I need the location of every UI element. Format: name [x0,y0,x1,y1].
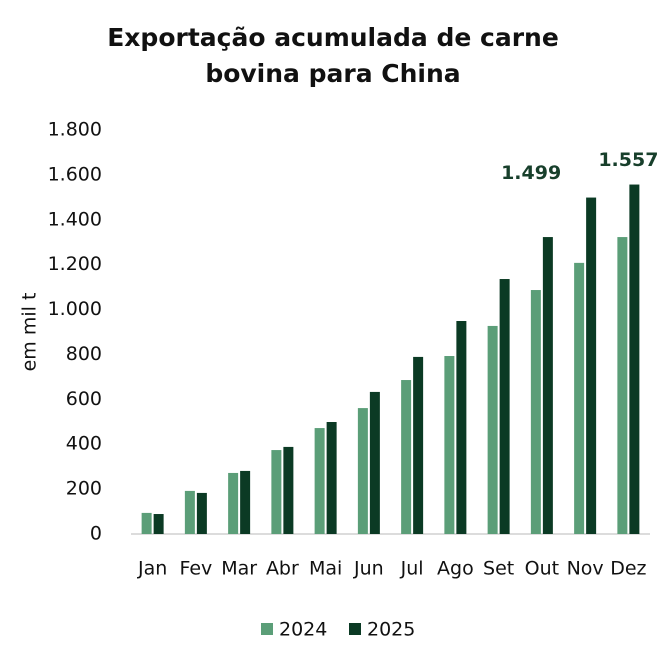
bar [444,356,455,534]
x-tick-label: Abr [266,558,299,580]
bar [369,391,380,534]
bar [617,237,628,534]
bar [574,262,585,534]
legend-label: 2025 [367,619,415,641]
legend-swatch [349,623,361,635]
y-tick-label: 1.600 [48,163,102,185]
y-axis-label: em mil t [19,293,41,372]
bar [326,422,337,534]
x-tick-label: Dez [610,558,646,580]
y-tick-label: 1.400 [48,208,102,230]
chart-title: Exportação acumulada de carne [107,23,559,52]
bar [487,325,498,534]
x-tick-label: Ago [437,558,474,580]
x-tick-label: Mar [221,558,257,580]
bar [314,428,325,534]
bar [586,197,597,534]
bar [413,356,424,534]
y-tick-label: 200 [66,478,102,500]
legend-label: 2024 [279,619,327,641]
bar [283,446,294,534]
bar [271,450,282,534]
x-tick-label: Set [483,558,514,580]
x-tick-label: Fev [179,558,212,580]
y-tick-label: 1.200 [48,253,102,275]
y-tick-label: 800 [66,343,102,365]
y-tick-label: 1.000 [48,298,102,320]
bar [401,380,412,534]
bar [228,472,239,534]
legend-swatch [261,623,273,635]
bar [499,279,510,534]
x-tick-label: Mai [309,558,342,580]
y-tick-label: 600 [66,388,102,410]
bar [629,184,640,535]
bar [357,408,368,534]
bar [153,514,164,534]
bar [240,470,251,534]
bar [196,492,207,534]
chart-title: bovina para China [205,59,460,88]
y-tick-label: 0 [90,523,102,545]
bar [530,290,541,534]
x-tick-label: Jan [137,558,167,580]
value-label: 1.499 [501,162,561,184]
bar [184,490,195,534]
bar [141,512,152,534]
value-label: 1.557 [598,149,658,171]
x-tick-label: Nov [567,558,604,580]
x-tick-label: Jul [400,558,424,580]
x-tick-label: Jun [353,558,384,580]
y-tick-label: 1.800 [48,119,102,141]
bar [542,237,553,534]
bar [456,321,467,534]
x-tick-label: Out [525,558,559,580]
y-tick-label: 400 [66,433,102,455]
